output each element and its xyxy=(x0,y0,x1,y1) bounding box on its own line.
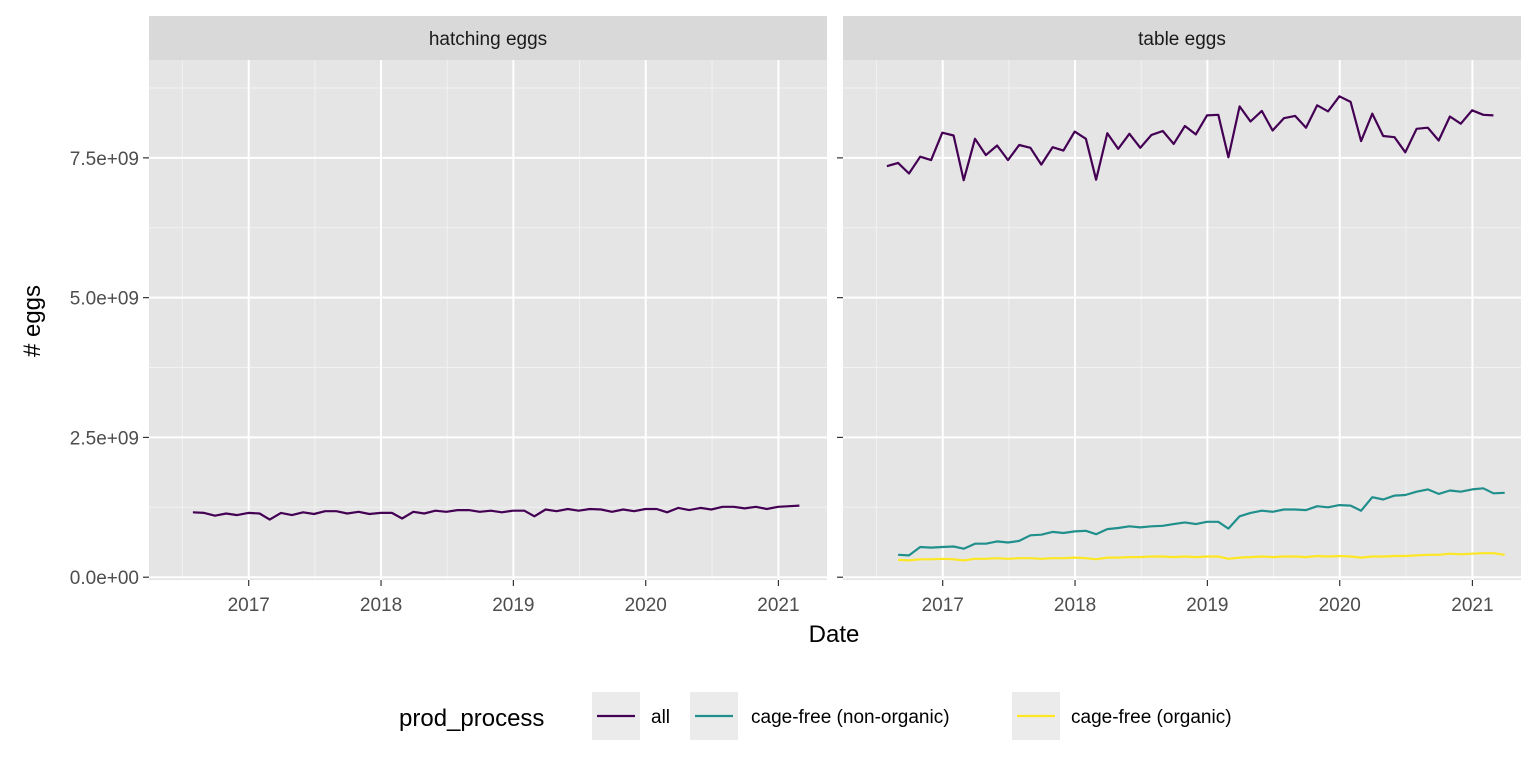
y-axis-title: # eggs xyxy=(19,285,46,357)
legend: prod_process all cage-free (non-organic) c… xyxy=(399,692,1232,740)
series-line-all xyxy=(886,95,1494,182)
legend-label: cage-free (non-organic) xyxy=(751,707,950,728)
legend-title: prod_process xyxy=(399,705,544,732)
panel-background xyxy=(149,60,827,580)
y-tick-label: 7.5e+09 xyxy=(70,149,139,170)
series-line-cage-free-organic xyxy=(898,552,1505,562)
legend-label: all xyxy=(651,707,670,728)
facet-strip-label: hatching eggs xyxy=(429,29,547,50)
x-tick-label: 2020 xyxy=(1319,595,1361,616)
panel-2: 2017 2018 2019 2020 2021 table eggs xyxy=(837,16,1521,616)
x-tick-label: 2019 xyxy=(1186,595,1228,616)
series-line-cage-free-non-organic xyxy=(898,487,1505,557)
panel-background xyxy=(843,60,1521,580)
x-tick-label: 2019 xyxy=(492,595,534,616)
panel-1: 2017 2018 2019 2020 2021 0.0e+00 2.5e+09 5.0e+0… xyxy=(70,16,827,616)
x-tick-label: 2018 xyxy=(1054,595,1096,616)
legend-label: cage-free (organic) xyxy=(1071,707,1232,728)
legend-entry: all xyxy=(592,692,670,740)
x-tick-label: 2017 xyxy=(922,595,964,616)
facet-strip xyxy=(149,16,827,60)
x-tick-label: 2017 xyxy=(228,595,270,616)
x-tick-label: 2018 xyxy=(360,595,402,616)
legend-entry: cage-free (organic) xyxy=(1012,692,1232,740)
x-axis-title: Date xyxy=(809,621,860,648)
series-line-all xyxy=(192,504,800,521)
facet-strip-label: table eggs xyxy=(1138,29,1226,50)
x-tick-label: 2021 xyxy=(757,595,799,616)
y-tick-label: 2.5e+09 xyxy=(70,428,139,449)
legend-entry: cage-free (non-organic) xyxy=(690,692,950,740)
x-tick-label: 2021 xyxy=(1451,595,1493,616)
y-tick-label: 0.0e+00 xyxy=(70,568,139,589)
y-tick-label: 5.0e+09 xyxy=(70,289,139,310)
x-tick-label: 2020 xyxy=(625,595,667,616)
facet-strip xyxy=(843,16,1521,60)
